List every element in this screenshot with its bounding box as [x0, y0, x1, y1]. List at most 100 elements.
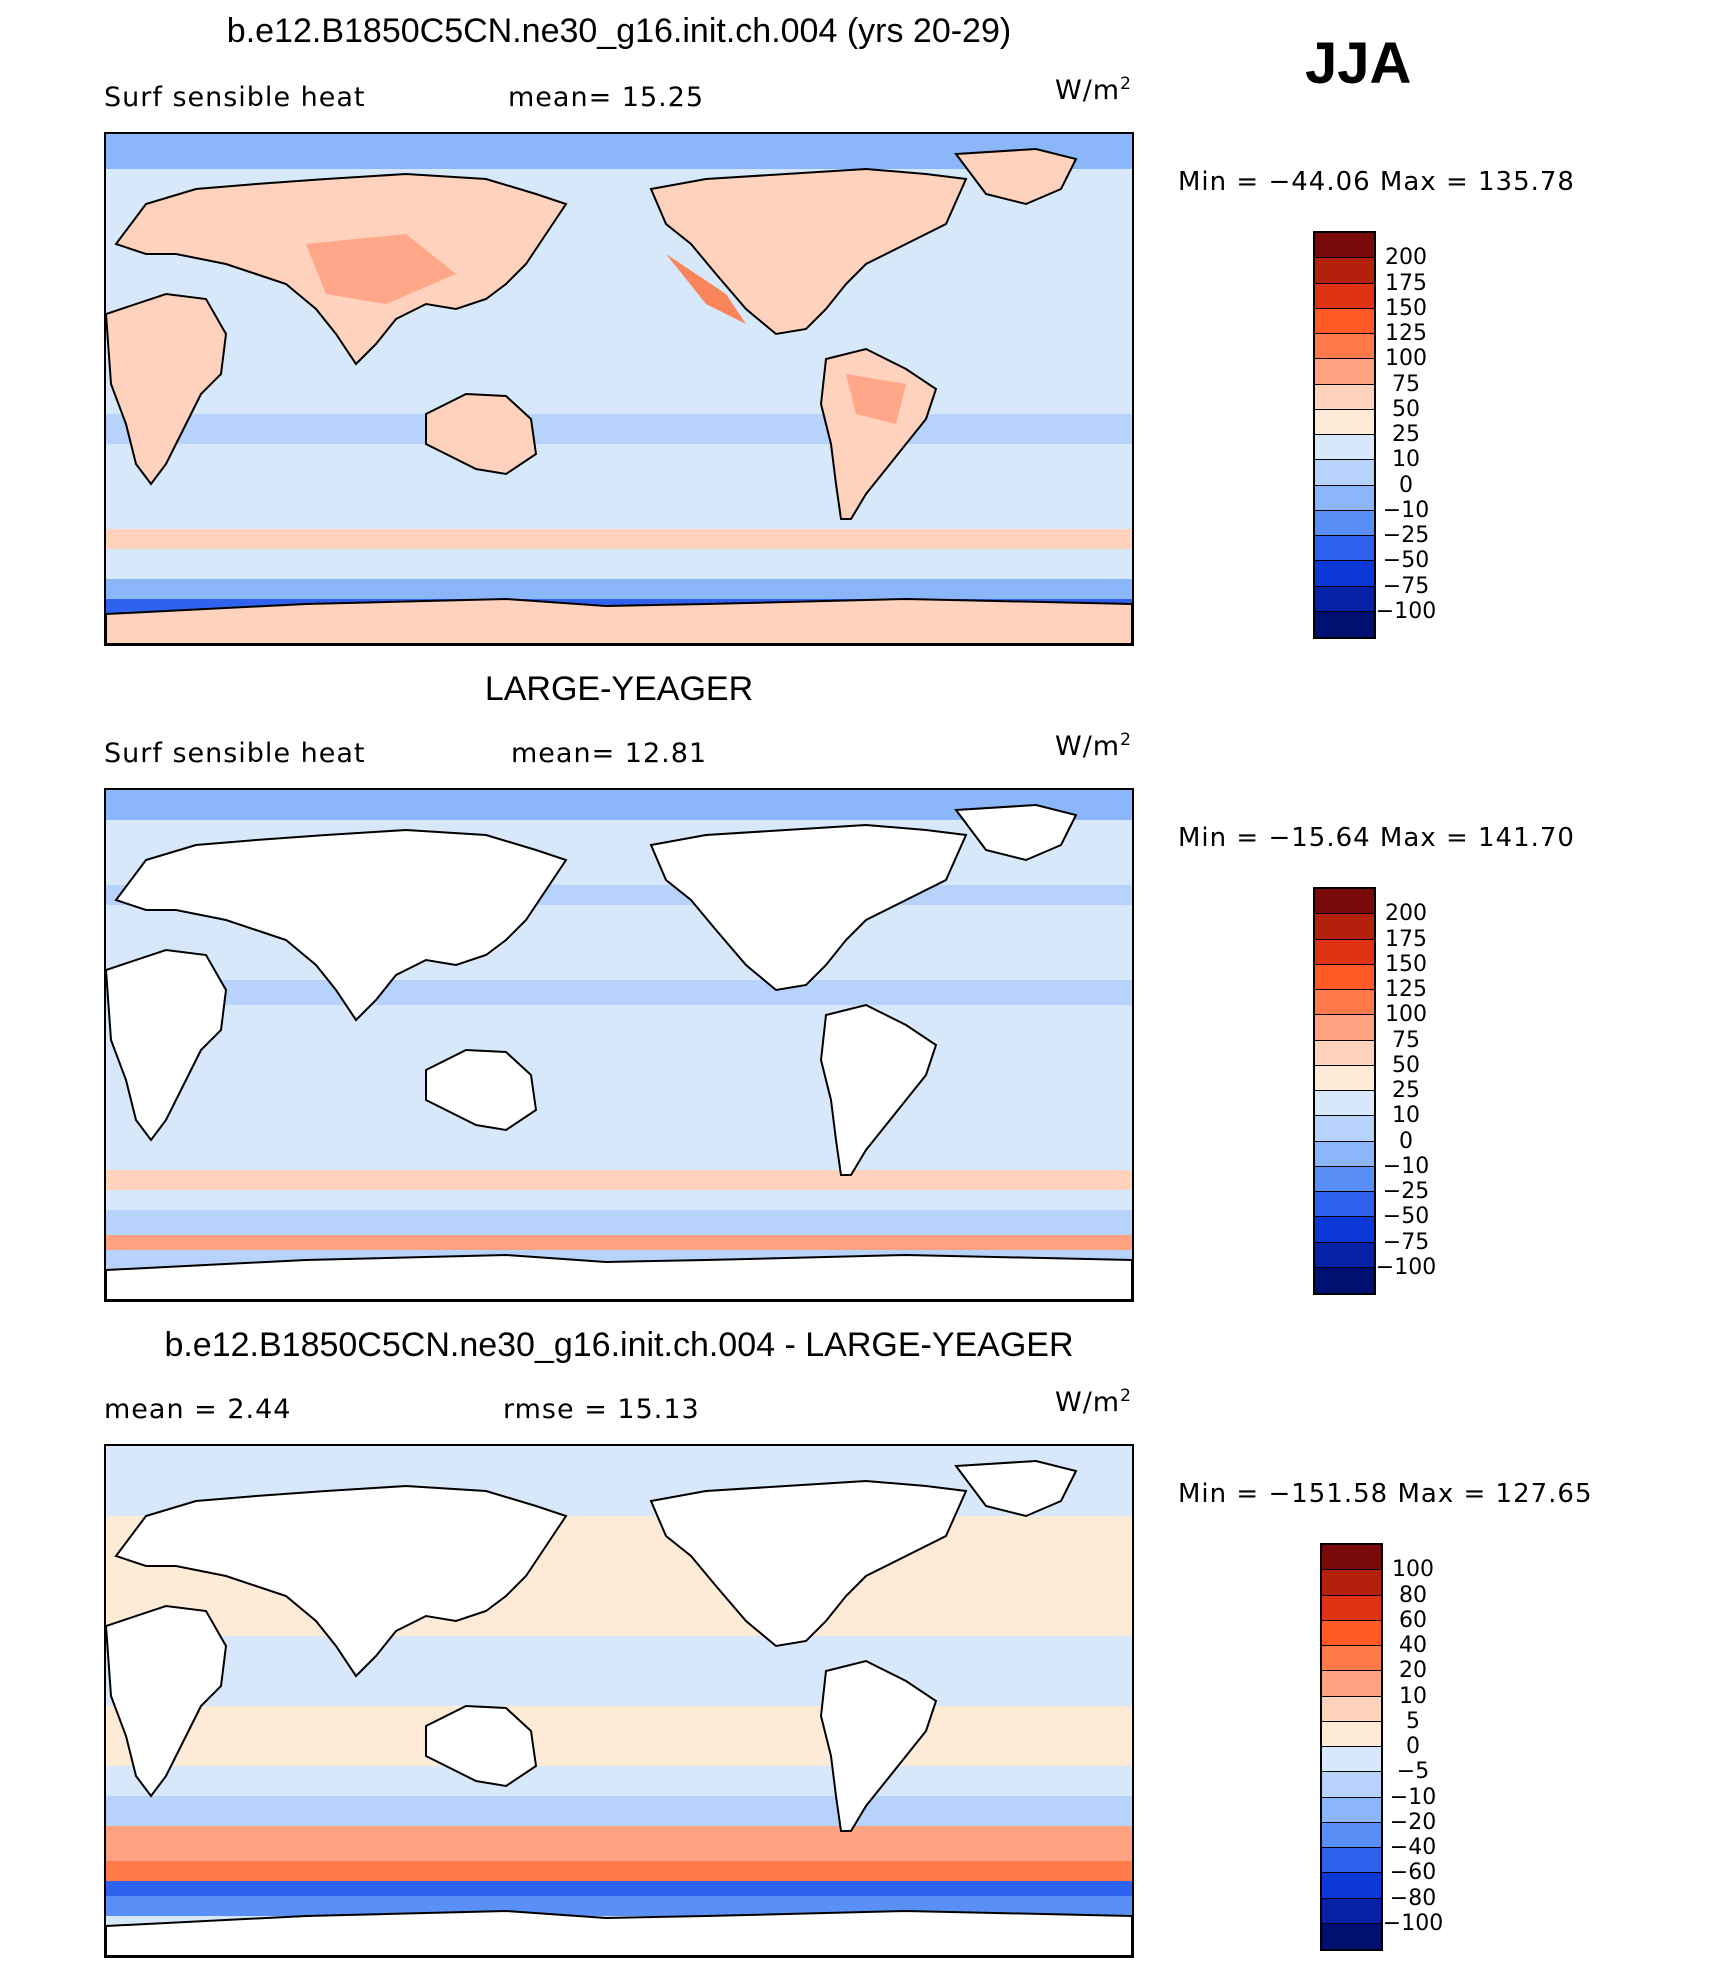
continent-northamerica — [649, 167, 968, 336]
panel-3-unit: W/m2 — [1055, 1386, 1132, 1418]
field-band — [106, 579, 1132, 599]
colorbar-label: −20 — [1389, 1809, 1437, 1835]
colorbar-swatch — [1315, 990, 1374, 1016]
colorbar-label: −25 — [1382, 523, 1430, 548]
panel-1-map — [104, 132, 1134, 646]
panel-1-minmax: Min = −44.06 Max = 135.78 — [1178, 167, 1575, 197]
colorbar-label: −80 — [1389, 1885, 1437, 1911]
panel-3-mean-label: mean = 2.44 — [104, 1394, 292, 1425]
colorbar-swatch — [1322, 1747, 1381, 1773]
field-band — [106, 134, 1132, 169]
colorbar-swatch — [1322, 1898, 1381, 1924]
continent-africa — [106, 1604, 228, 1798]
colorbar-swatch — [1322, 1797, 1381, 1823]
field-band — [106, 414, 1132, 444]
colorbar-label: 50 — [1392, 1052, 1420, 1078]
colorbar-label: −50 — [1382, 1204, 1430, 1230]
colorbar-label: 100 — [1392, 1557, 1434, 1583]
land-field-patch — [666, 254, 746, 324]
colorbar-label: −10 — [1382, 1153, 1430, 1179]
colorbar-label: 0 — [1406, 1734, 1420, 1759]
colorbar-label: 5 — [1406, 1708, 1420, 1734]
colorbar-swatch — [1315, 510, 1374, 536]
colorbar-label: 150 — [1385, 295, 1427, 321]
colorbar-swatch — [1322, 1570, 1381, 1596]
colorbar-swatch — [1315, 1166, 1374, 1192]
colorbar-label: 20 — [1399, 1658, 1427, 1684]
panel-2-title: LARGE-YEAGER — [484, 670, 754, 708]
continent-greenland — [954, 1459, 1078, 1518]
colorbar-swatch — [1322, 1772, 1381, 1798]
panel-3-title: b.e12.B1850C5CN.ne30_g16.init.ch.004 - L… — [164, 1326, 1074, 1364]
colorbar-swatch — [1315, 485, 1374, 511]
colorbar-swatch — [1315, 308, 1374, 334]
colorbar-label: 175 — [1385, 270, 1427, 296]
season-label: JJA — [1305, 31, 1412, 96]
field-band — [106, 1826, 1132, 1861]
continent-antarctica — [106, 597, 1132, 644]
colorbar-label: 125 — [1385, 321, 1427, 346]
colorbar-label: −100 — [1375, 598, 1437, 624]
colorbar-label: 50 — [1392, 396, 1420, 422]
colorbar-swatch — [1315, 914, 1374, 940]
colorbar-swatch — [1315, 561, 1374, 587]
panel-2-variable-label: Surf sensible heat — [104, 738, 366, 769]
panel-3-minmax: Min = −151.58 Max = 127.65 — [1178, 1479, 1593, 1509]
colorbar-label: 10 — [1392, 1103, 1420, 1129]
colorbar-swatch — [1315, 359, 1374, 385]
continent-northamerica — [649, 1479, 968, 1648]
field-band — [106, 549, 1132, 579]
continent-australia — [425, 1048, 538, 1132]
colorbar-swatch — [1315, 939, 1374, 965]
field-band — [106, 1170, 1132, 1190]
continent-australia — [425, 1704, 538, 1788]
field-band — [106, 1861, 1132, 1881]
colorbar-swatch — [1322, 1696, 1381, 1722]
panel-1-variable-label: Surf sensible heat — [104, 82, 366, 113]
colorbar-swatch — [1315, 964, 1374, 990]
panel-1-title: b.e12.B1850C5CN.ne30_g16.init.ch.004 (yr… — [226, 12, 1012, 50]
field-band — [106, 1235, 1132, 1250]
colorbar-label: −5 — [1396, 1759, 1430, 1785]
colorbar-swatch — [1315, 435, 1374, 461]
colorbar-swatch — [1315, 1217, 1374, 1243]
colorbar-swatch — [1322, 1671, 1381, 1697]
colorbar-swatch — [1322, 1721, 1381, 1747]
colorbar-label: 200 — [1385, 245, 1427, 271]
colorbar-label: 200 — [1385, 901, 1427, 927]
continent-eurasia — [114, 1484, 568, 1678]
colorbar-label: 75 — [1392, 1027, 1420, 1053]
panel-2-map — [104, 788, 1134, 1302]
colorbar-swatch — [1315, 1192, 1374, 1218]
colorbar-swatch — [1322, 1545, 1381, 1571]
colorbar-label: 25 — [1392, 422, 1420, 447]
colorbar-label: −75 — [1382, 573, 1430, 599]
colorbar-swatch — [1315, 1267, 1374, 1293]
field-band — [106, 529, 1132, 549]
colorbar-label: 125 — [1385, 977, 1427, 1002]
colorbar-label: 100 — [1385, 346, 1427, 372]
continent-northamerica — [649, 823, 968, 992]
panel-3-colorbar — [1320, 1543, 1383, 1951]
panel-3-rmse-label: rmse = 15.13 — [503, 1394, 700, 1425]
panel-1-mean-label: mean= 15.25 — [508, 82, 705, 113]
colorbar-label: −40 — [1389, 1835, 1437, 1860]
panel-3-map — [104, 1444, 1134, 1958]
colorbar-swatch — [1315, 233, 1374, 259]
colorbar-swatch — [1315, 409, 1374, 435]
colorbar-swatch — [1322, 1595, 1381, 1621]
continent-southamerica — [819, 1659, 938, 1832]
colorbar-swatch — [1315, 460, 1374, 486]
colorbar-swatch — [1315, 1065, 1374, 1091]
panel-2-mean-label: mean= 12.81 — [511, 738, 708, 769]
colorbar-label: 100 — [1385, 1002, 1427, 1028]
continent-southamerica — [819, 347, 938, 520]
colorbar-label: 150 — [1385, 951, 1427, 977]
continent-southamerica — [819, 1003, 938, 1176]
land-field-patch — [306, 234, 456, 304]
colorbar-swatch — [1315, 1040, 1374, 1066]
continent-africa — [106, 292, 228, 486]
colorbar-swatch — [1322, 1620, 1381, 1646]
colorbar-swatch — [1315, 536, 1374, 562]
colorbar-label: −25 — [1382, 1179, 1430, 1204]
